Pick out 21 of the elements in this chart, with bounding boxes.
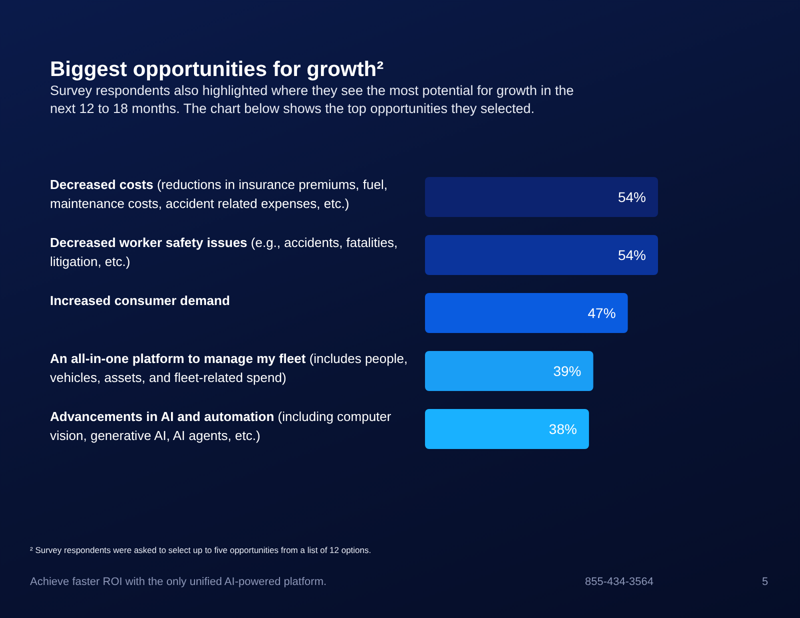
data-label: 38% [548, 421, 577, 437]
bar [425, 293, 628, 333]
bar [425, 351, 594, 391]
y-tick-label: Increased consumer demand [50, 293, 230, 308]
data-label: 54% [618, 189, 646, 205]
data-label: 39% [553, 363, 582, 379]
text: 5 [762, 576, 768, 588]
text: Biggest opportunities for growth² [50, 58, 384, 82]
data-label: 47% [588, 305, 616, 321]
text: ² Survey respondents were asked to select up to five opportunities from a list of 12 options. [30, 545, 372, 555]
bar [425, 409, 589, 449]
data-label: 54% [618, 247, 646, 263]
text: Achieve faster ROI with the only unified AI-powered platform. [30, 576, 327, 588]
category-label: An all-in-one platform to manage my fleet (includes people, vehicles, assets, and fleet-related spend) [50, 351, 408, 385]
category-label: Decreased worker safety issues (e.g., accidents, fatalities, litigation, etc.) [50, 235, 398, 269]
bar [425, 235, 658, 275]
text: 855-434-3564 [585, 576, 654, 588]
y-tick-label: Decreased costs (reductions in insurance premiums, fuel, maintenance costs, accident related expenses, etc.) [50, 176, 388, 213]
category-label: Advancements in AI and automation (including computer vision, generative AI, AI agents, etc.) [50, 409, 392, 443]
text: Survey respondents also highlighted where they see the most potential for growth in the next 12 to 18 months. The chart below shows the top opportunities they selected. [50, 82, 575, 118]
bar [425, 177, 658, 217]
